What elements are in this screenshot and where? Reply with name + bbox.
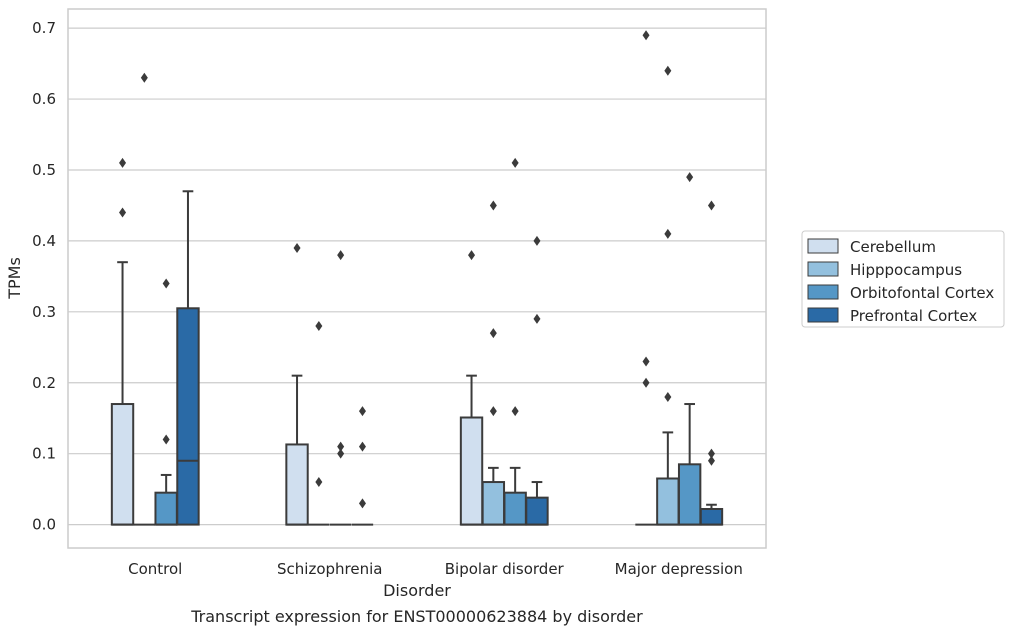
- y-tick-label: 0.2: [32, 374, 56, 392]
- outlier-point: [337, 250, 345, 261]
- outlier-point: [468, 250, 476, 261]
- y-tick-label: 0.1: [32, 445, 56, 463]
- x-tick-label: Bipolar disorder: [445, 560, 565, 578]
- box: [459, 416, 484, 526]
- outlier-point: [162, 434, 170, 445]
- legend-swatch: [807, 284, 839, 300]
- outlier-point: [315, 477, 323, 488]
- box: [285, 443, 309, 526]
- outlier-point: [664, 65, 672, 76]
- box: [656, 477, 680, 526]
- legend-label: Hipppocampus: [850, 261, 962, 279]
- legend: Cerebellum Hipppocampus Orbitofontal Corte…: [801, 230, 1005, 328]
- x-tick-labels: Control Schizophrenia Bipolar disorder Majo…: [128, 560, 743, 578]
- legend-swatch: [807, 261, 839, 277]
- y-tick-label: 0.6: [32, 90, 56, 108]
- x-tick-label: Control: [128, 560, 182, 578]
- plot-frame: [67, 8, 767, 549]
- figure-caption: Transcript expression for ENST0000062388…: [190, 607, 643, 626]
- outlier-point: [358, 406, 366, 417]
- y-tick-label: 0.0: [32, 516, 56, 534]
- grid-lines: [68, 27, 766, 526]
- outlier-point: [707, 200, 715, 211]
- legend-label: Cerebellum: [850, 238, 936, 256]
- outlier-point: [642, 30, 650, 41]
- x-tick-label: Schizophrenia: [277, 560, 382, 578]
- outlier-point: [489, 200, 497, 211]
- outlier-point: [337, 441, 345, 452]
- box: [154, 491, 178, 526]
- outlier-point: [162, 278, 170, 289]
- outlier-point: [664, 228, 672, 239]
- y-tick-label: 0.3: [32, 303, 56, 321]
- outlier-point: [358, 498, 366, 509]
- outlier-point: [642, 356, 650, 367]
- box: [699, 507, 724, 526]
- legend-swatch: [807, 238, 839, 254]
- outlier-point: [358, 441, 366, 452]
- box-plot-marks: [110, 30, 724, 526]
- outlier-point: [707, 448, 715, 459]
- box: [481, 481, 506, 526]
- outlier-point: [533, 235, 541, 246]
- outlier-point: [707, 455, 715, 466]
- legend-label: Prefrontal Cortex: [850, 307, 977, 325]
- outlier-point: [489, 328, 497, 339]
- outlier-point: [337, 448, 345, 459]
- outlier-point: [140, 72, 148, 83]
- legend-label: Orbitofontal Cortex: [850, 284, 994, 302]
- y-tick-label: 0.5: [32, 161, 56, 179]
- outlier-point: [686, 172, 694, 183]
- y-tick-label: 0.7: [32, 19, 56, 37]
- outlier-point: [293, 243, 301, 254]
- outlier-point: [511, 406, 519, 417]
- outlier-point: [315, 321, 323, 332]
- x-axis-label: Disorder: [383, 581, 451, 600]
- y-axis-label: TPMs: [5, 257, 24, 300]
- legend-swatch: [807, 307, 839, 323]
- box: [525, 496, 549, 526]
- box: [176, 307, 200, 526]
- legend-frame: [801, 230, 1005, 328]
- outlier-point: [664, 391, 672, 402]
- outlier-point: [119, 157, 127, 168]
- x-tick-label: Major depression: [615, 560, 743, 578]
- box: [110, 403, 135, 526]
- outlier-point: [511, 157, 519, 168]
- outlier-point: [533, 313, 541, 324]
- outlier-point: [489, 406, 497, 417]
- y-tick-label: 0.4: [32, 232, 56, 250]
- outlier-point: [119, 207, 127, 218]
- outlier-point: [642, 377, 650, 388]
- box: [503, 491, 527, 526]
- y-tick-labels: 0.0 0.1 0.2 0.3 0.4 0.5 0.6 0.7: [32, 19, 56, 533]
- box: [677, 463, 702, 526]
